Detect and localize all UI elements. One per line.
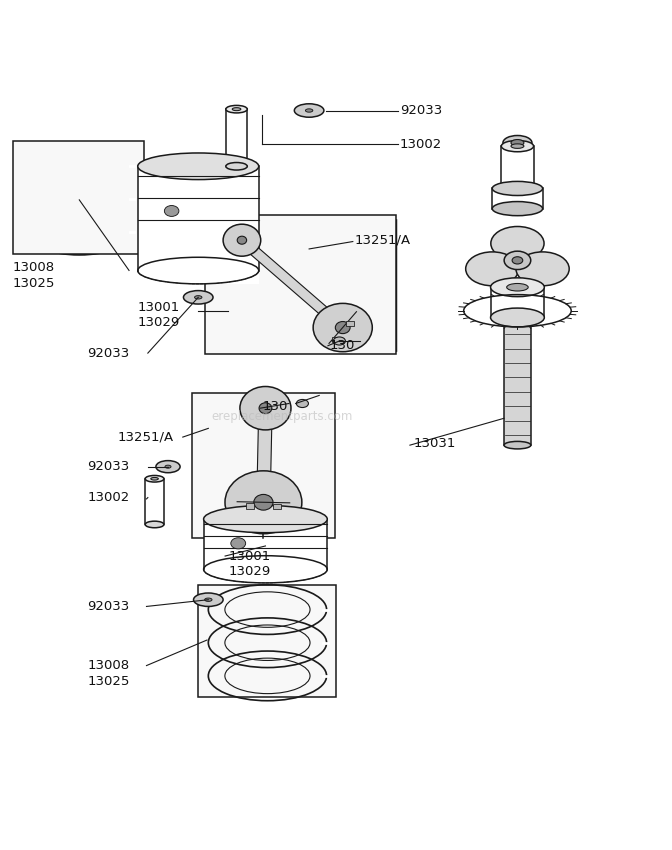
Ellipse shape <box>294 104 324 117</box>
Ellipse shape <box>512 257 523 264</box>
Ellipse shape <box>491 226 544 260</box>
Bar <box>138 167 259 284</box>
Ellipse shape <box>511 139 524 146</box>
Ellipse shape <box>204 506 327 533</box>
Ellipse shape <box>194 593 223 606</box>
Bar <box>273 504 281 509</box>
Ellipse shape <box>511 144 524 149</box>
Bar <box>205 215 396 354</box>
Bar <box>246 503 254 508</box>
Text: 13001: 13001 <box>228 550 271 563</box>
Ellipse shape <box>226 162 247 170</box>
Ellipse shape <box>466 252 519 286</box>
Ellipse shape <box>259 403 271 414</box>
Text: 92033: 92033 <box>87 460 130 473</box>
Text: 92033: 92033 <box>87 600 130 613</box>
Text: 92033: 92033 <box>400 104 442 117</box>
Text: 130: 130 <box>329 339 355 352</box>
Text: 13251/A: 13251/A <box>355 233 411 246</box>
Ellipse shape <box>151 478 159 480</box>
Ellipse shape <box>195 296 202 299</box>
Ellipse shape <box>503 135 532 150</box>
Ellipse shape <box>516 252 569 286</box>
Ellipse shape <box>335 321 350 333</box>
Text: 13002: 13002 <box>87 491 130 504</box>
Ellipse shape <box>145 521 164 528</box>
Ellipse shape <box>225 471 302 534</box>
Bar <box>345 321 353 326</box>
Bar <box>198 585 336 697</box>
Polygon shape <box>257 408 272 502</box>
Ellipse shape <box>491 278 544 297</box>
Text: 13025: 13025 <box>87 675 130 688</box>
Ellipse shape <box>333 337 345 345</box>
Bar <box>204 519 327 583</box>
Ellipse shape <box>237 236 247 244</box>
Bar <box>332 337 340 343</box>
Ellipse shape <box>156 461 180 473</box>
Ellipse shape <box>165 465 171 468</box>
Ellipse shape <box>504 441 531 449</box>
Ellipse shape <box>501 183 534 194</box>
Ellipse shape <box>240 387 291 430</box>
Text: 13008: 13008 <box>12 261 54 274</box>
Text: ereplacementparts.com: ereplacementparts.com <box>212 411 353 423</box>
Text: 13025: 13025 <box>12 277 54 291</box>
Ellipse shape <box>138 153 259 179</box>
Ellipse shape <box>501 140 534 152</box>
Bar <box>13 141 144 253</box>
Ellipse shape <box>226 105 247 113</box>
Text: 92033: 92033 <box>87 347 130 360</box>
Text: 13008: 13008 <box>87 659 130 672</box>
Text: 13029: 13029 <box>138 316 180 329</box>
Bar <box>504 318 531 445</box>
Ellipse shape <box>223 224 261 256</box>
Ellipse shape <box>233 108 241 110</box>
Ellipse shape <box>491 308 544 327</box>
Text: 13251/A: 13251/A <box>118 431 174 444</box>
Ellipse shape <box>145 475 164 482</box>
Ellipse shape <box>305 109 313 112</box>
Ellipse shape <box>230 538 246 549</box>
Ellipse shape <box>165 206 179 217</box>
Ellipse shape <box>296 400 308 407</box>
Text: 130: 130 <box>262 400 288 413</box>
Ellipse shape <box>492 181 543 196</box>
Ellipse shape <box>313 303 372 352</box>
Polygon shape <box>207 220 396 351</box>
Text: 13001: 13001 <box>138 301 180 314</box>
Ellipse shape <box>204 598 212 602</box>
Polygon shape <box>239 236 346 332</box>
Text: 13002: 13002 <box>400 138 442 150</box>
Ellipse shape <box>507 284 528 291</box>
Text: 13029: 13029 <box>228 565 271 578</box>
Ellipse shape <box>183 291 213 304</box>
Ellipse shape <box>492 201 543 216</box>
Bar <box>192 394 335 538</box>
Text: 13031: 13031 <box>413 437 456 451</box>
Ellipse shape <box>504 251 531 269</box>
Ellipse shape <box>254 495 273 510</box>
